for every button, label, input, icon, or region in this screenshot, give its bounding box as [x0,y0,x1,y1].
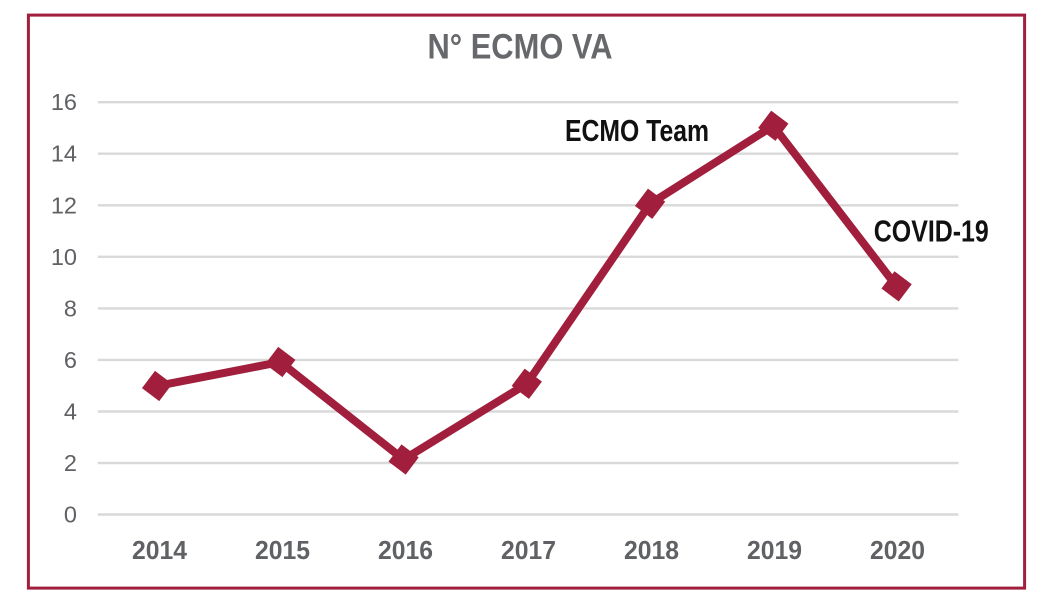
svg-text:2017: 2017 [501,535,556,565]
svg-text:0: 0 [64,502,77,528]
svg-text:6: 6 [64,347,77,373]
svg-text:2019: 2019 [747,535,802,565]
svg-text:12: 12 [51,192,77,218]
svg-text:2015: 2015 [255,535,310,565]
svg-text:N° ECMO VA: N° ECMO VA [428,28,613,67]
svg-text:COVID-19: COVID-19 [874,214,989,249]
svg-text:2: 2 [64,450,77,476]
svg-text:4: 4 [64,399,77,425]
svg-text:2020: 2020 [870,535,925,565]
svg-text:10: 10 [51,244,77,270]
svg-text:14: 14 [51,141,77,167]
svg-text:2018: 2018 [624,535,679,565]
svg-text:16: 16 [51,89,77,115]
svg-text:2014: 2014 [132,535,188,565]
svg-text:2016: 2016 [378,535,433,565]
svg-text:ECMO Team: ECMO Team [565,113,709,148]
svg-text:8: 8 [64,295,77,321]
